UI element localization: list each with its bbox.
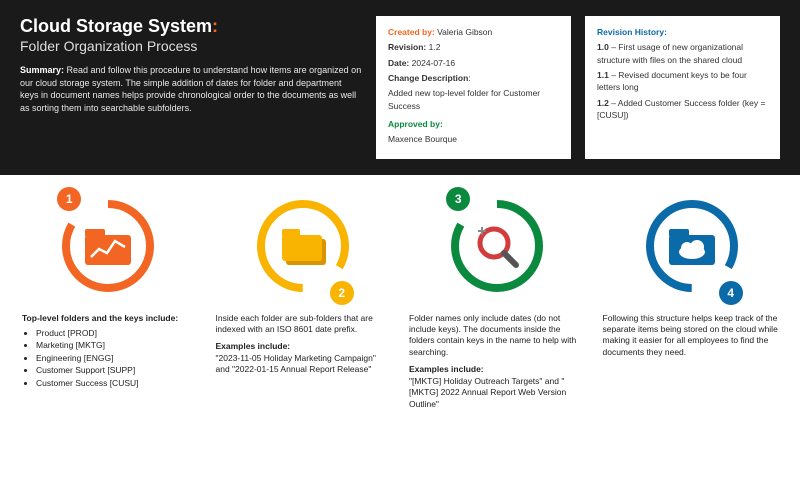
d1-list: Product [PROD]Marketing [MKTG] Engineerin… <box>36 328 198 389</box>
step-badge-3: 3 <box>446 187 470 211</box>
d2-p1: Inside each folder are sub-folders that … <box>216 313 392 336</box>
r10-v: 1.0 <box>597 42 609 52</box>
revision: 1.2 <box>429 42 441 52</box>
header: Cloud Storage System: Folder Organizatio… <box>0 0 800 175</box>
meta-box: Created by: Valeria Gibson Revision: 1.2… <box>376 16 571 159</box>
summary-body: Read and follow this procedure to unders… <box>20 65 361 113</box>
history-box: Revision History: 1.0 – First usage of n… <box>585 16 780 159</box>
step-3: 3 <box>403 191 592 301</box>
d1-item: Product [PROD] <box>36 328 198 339</box>
approved-by: Maxence Bourque <box>388 133 559 145</box>
ring-4: 4 <box>637 191 747 301</box>
step-badge-2: 2 <box>330 281 354 305</box>
r12-v: 1.2 <box>597 98 609 108</box>
r11-v: 1.1 <box>597 70 609 80</box>
page-title: Cloud Storage System: <box>20 16 362 37</box>
change-text: Added new top-level folder for Customer … <box>388 87 559 112</box>
title-punct: : <box>212 16 218 36</box>
created-by-label: Created by: <box>388 27 435 37</box>
change-label: Change Description <box>388 73 468 83</box>
desc-3: Folder names only include dates (do not … <box>409 313 585 411</box>
d1-item: Engineering [ENGG] <box>36 353 198 364</box>
date: 2024-07-16 <box>412 58 455 68</box>
summary-label: Summary: <box>20 65 64 75</box>
step-1: 1 <box>14 191 203 301</box>
desc-4: Following this structure helps keep trac… <box>603 313 779 411</box>
d2-ex: "2023-11-05 Holiday Marketing Campaign" … <box>216 353 392 376</box>
step-4: 4 <box>598 191 787 301</box>
d2-lead: Examples include: <box>216 341 291 351</box>
d3-p1: Folder names only include dates (do not … <box>409 313 585 359</box>
title-main: Cloud Storage System <box>20 16 212 36</box>
desc-1: Top-level folders and the keys include: … <box>22 313 198 411</box>
r12-t: – Added Customer Success folder (key = [… <box>597 98 765 120</box>
step-badge-4: 4 <box>719 281 743 305</box>
ring-3: 3 <box>442 191 552 301</box>
steps-row: 1 2 3 4 <box>0 175 800 301</box>
approved-label: Approved by: <box>388 119 443 129</box>
revision-label: Revision: <box>388 42 426 52</box>
d4-p1: Following this structure helps keep trac… <box>603 313 779 359</box>
page-subtitle: Folder Organization Process <box>20 38 362 54</box>
created-by: Valeria Gibson <box>437 27 492 37</box>
r11-t: – Revised document keys to be four lette… <box>597 70 747 92</box>
header-left: Cloud Storage System: Folder Organizatio… <box>20 16 362 159</box>
history-label: Revision History: <box>597 27 667 37</box>
d3-lead: Examples include: <box>409 364 484 374</box>
date-label: Date: <box>388 58 409 68</box>
step-2: 2 <box>209 191 398 301</box>
ring-2: 2 <box>248 191 358 301</box>
ring-1: 1 <box>53 191 163 301</box>
step-badge-1: 1 <box>57 187 81 211</box>
desc-row: Top-level folders and the keys include: … <box>0 301 800 411</box>
d1-item: Marketing [MKTG] <box>36 340 198 351</box>
summary-text: Summary: Read and follow this procedure … <box>20 64 362 114</box>
desc-2: Inside each folder are sub-folders that … <box>216 313 392 411</box>
d1-item: Customer Success [CUSU] <box>36 378 198 389</box>
r10-t: – First usage of new organizational stru… <box>597 42 743 64</box>
d1-item: Customer Support [SUPP] <box>36 365 198 376</box>
d1-lead: Top-level folders and the keys include: <box>22 313 178 323</box>
d3-ex: "[MKTG] Holiday Outreach Targets" and "[… <box>409 376 585 410</box>
